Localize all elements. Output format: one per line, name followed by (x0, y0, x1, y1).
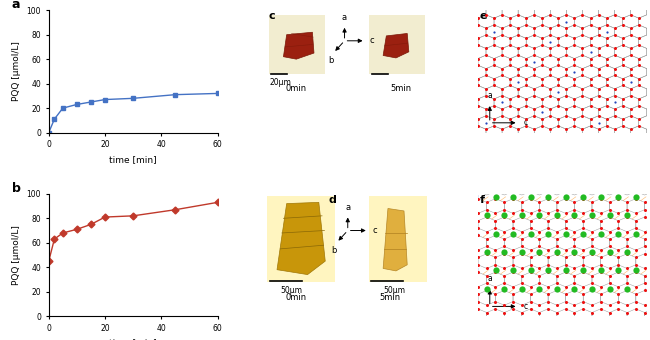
Text: d: d (328, 195, 336, 205)
Text: c: c (523, 118, 528, 127)
Text: c: c (523, 302, 528, 311)
Polygon shape (277, 202, 325, 275)
Text: b: b (12, 182, 21, 194)
Text: 50μm: 50μm (280, 286, 302, 294)
Text: c: c (372, 226, 377, 235)
Polygon shape (283, 32, 314, 59)
Text: a: a (12, 0, 20, 11)
Bar (267, 196, 335, 282)
Text: 20μm: 20μm (270, 78, 292, 87)
Text: f: f (480, 195, 485, 205)
Text: b: b (332, 246, 337, 255)
Polygon shape (383, 208, 408, 271)
Bar (369, 196, 426, 282)
Text: c: c (369, 36, 374, 45)
X-axis label: time [min]: time [min] (109, 155, 157, 164)
Text: a: a (342, 13, 347, 22)
Text: a: a (488, 274, 492, 283)
Text: 5min: 5min (390, 84, 411, 93)
Text: 0min: 0min (286, 84, 307, 93)
Polygon shape (383, 33, 409, 58)
Text: b: b (328, 56, 333, 65)
X-axis label: time [min]: time [min] (109, 338, 157, 340)
Bar (369, 15, 425, 74)
Text: 5min: 5min (379, 293, 400, 302)
Text: e: e (480, 12, 487, 21)
Text: c: c (269, 12, 276, 21)
Text: a: a (488, 90, 492, 100)
Text: 0min: 0min (286, 293, 307, 302)
Text: a: a (345, 203, 350, 211)
Bar (269, 15, 325, 74)
Y-axis label: PQQ [μmol/L]: PQQ [μmol/L] (12, 41, 21, 101)
Text: 50μm: 50μm (383, 286, 405, 294)
Y-axis label: PQQ [μmol/L]: PQQ [μmol/L] (12, 225, 21, 285)
